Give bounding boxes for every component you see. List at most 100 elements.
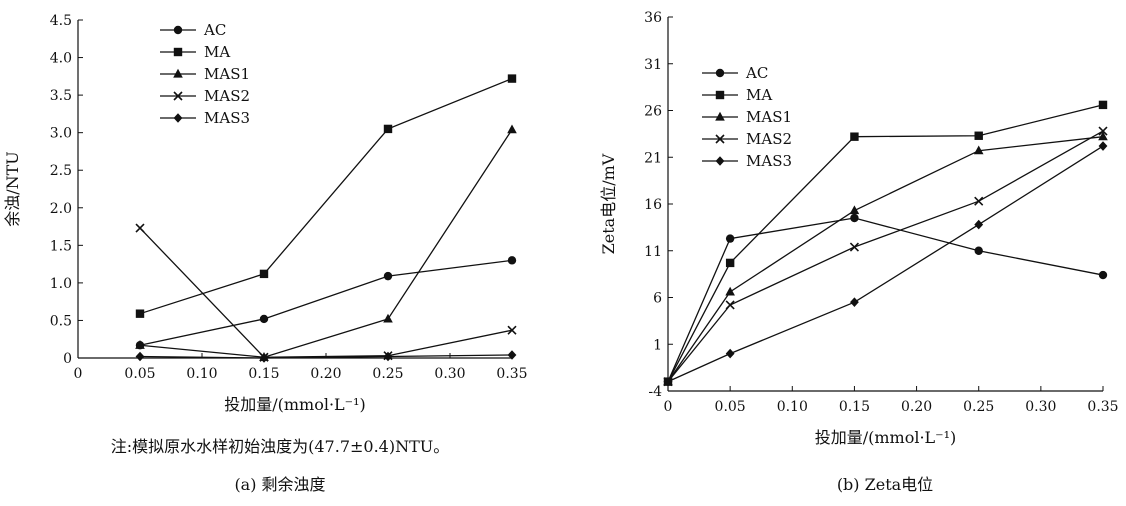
legend-marker-ma — [715, 90, 725, 100]
x-tick-label: 0.25 — [963, 399, 994, 415]
x-tick-label: 0 — [664, 399, 673, 415]
y-tick-label: 31 — [644, 57, 662, 73]
data-point-mas3 — [259, 353, 269, 363]
x-tick-label: 0.10 — [186, 366, 217, 382]
y-tick-label: 16 — [644, 197, 662, 213]
data-point-ma — [974, 131, 983, 140]
data-point-mas3 — [507, 350, 517, 360]
x-tick-label: 0.30 — [434, 366, 465, 382]
y-tick-label: 4.5 — [50, 13, 72, 29]
legend-marker-mas3 — [715, 156, 725, 166]
legend-marker-mas1 — [173, 68, 183, 78]
series-line-ac — [139, 259, 513, 346]
legend-marker-mas2 — [173, 91, 183, 101]
chart-residual-turbidity: 0 0.05 0.10 0.15 0.20 0.25 0.30 0.35 0 0.5 1.0 1.5 2… — [3, 13, 528, 494]
series-mas1 — [663, 131, 1108, 386]
y-tick-label: 3.5 — [50, 88, 72, 104]
chart-caption: (a) 剩余浊度 — [234, 475, 325, 494]
series-line-ma — [139, 77, 513, 315]
series-line-mas2 — [139, 227, 513, 358]
x-tick-label: 0.25 — [372, 366, 403, 382]
data-point-mas3 — [850, 297, 859, 307]
data-point-mas1 — [849, 205, 860, 215]
data-point-mas3 — [1098, 141, 1108, 151]
data-point-mas1 — [135, 340, 145, 349]
data-point-ma — [725, 258, 735, 268]
data-point-ma — [507, 74, 517, 83]
series-mas2 — [135, 223, 517, 362]
x-tick-label: 0.35 — [1087, 399, 1118, 415]
data-point-mas1 — [383, 313, 393, 323]
series-mas3 — [663, 141, 1108, 387]
data-point-ma — [1098, 100, 1108, 110]
legend-marker-ac — [715, 68, 725, 78]
data-point-mas2 — [725, 300, 735, 310]
data-point-mas1 — [507, 124, 517, 134]
legend-marker-ac — [173, 25, 183, 35]
x-tick-label: 0 — [74, 366, 83, 382]
y-tick-label: 1.5 — [50, 238, 72, 254]
y-tick-label: 0 — [63, 351, 72, 367]
chart-note: 注:模拟原水水样初始浊度为(47.7±0.4)NTU。 — [111, 437, 450, 456]
data-point-ma — [383, 124, 393, 134]
legend-label: MAS2 — [204, 87, 250, 105]
legend-label: MAS1 — [746, 108, 792, 126]
x-tick-label: 0.30 — [1025, 399, 1056, 415]
legend-marker-ma — [173, 47, 183, 57]
legend-label: MAS2 — [746, 130, 792, 148]
data-point-ac — [974, 246, 983, 255]
x-axis-title: 投加量/(mmol·L⁻¹) — [815, 428, 957, 447]
data-point-ac — [1098, 270, 1108, 280]
x-tick-label: 0.20 — [901, 399, 932, 415]
series-ac — [135, 256, 517, 350]
chart-caption: (b) Zeta电位 — [837, 475, 933, 494]
y-tick-label: 3.0 — [50, 126, 72, 142]
legend: AC MA MAS1 MAS2 MAS3 — [702, 64, 792, 170]
data-point-mas3 — [974, 219, 984, 230]
series-line-mas3 — [139, 354, 513, 359]
data-point-mas3 — [135, 351, 145, 362]
data-point-ac — [507, 256, 517, 265]
y-tick-label: 21 — [644, 150, 662, 166]
data-point-ac — [725, 234, 735, 243]
legend: AC MA MAS1 MAS2 MAS3 — [160, 21, 250, 127]
data-point-mas2 — [974, 196, 984, 206]
series-mas2 — [663, 126, 1108, 387]
y-tick-label: 4.0 — [50, 51, 72, 67]
legend-marker-mas3 — [173, 113, 183, 123]
data-point-mas2 — [1098, 126, 1108, 136]
legend-label: MA — [204, 43, 230, 61]
legend-label: AC — [203, 21, 226, 39]
data-point-ma — [259, 269, 269, 279]
y-tick-label: 1 — [653, 337, 662, 353]
data-point-mas1 — [725, 286, 735, 296]
x-tick-label: 0.35 — [496, 366, 527, 382]
series-ma — [135, 74, 517, 318]
y-tick-label: -4 — [648, 384, 662, 400]
data-point-ma — [850, 132, 859, 141]
data-point-ac — [259, 314, 269, 324]
x-tick-label: 0.20 — [310, 366, 341, 382]
y-tick-label: 11 — [644, 244, 662, 260]
x-tick-label: 0.05 — [715, 399, 746, 415]
y-tick-label: 0.5 — [50, 313, 72, 329]
data-point-ac — [383, 271, 393, 281]
data-point-mas2 — [849, 242, 859, 252]
y-tick-label: 6 — [653, 291, 662, 307]
data-point-mas3 — [663, 376, 673, 387]
data-point-mas3 — [383, 351, 393, 362]
series-line-ac — [667, 217, 1104, 382]
legend-marker-mas1 — [715, 111, 725, 121]
data-point-mas2 — [135, 223, 145, 233]
legend-label: MAS3 — [204, 109, 250, 127]
y-tick-label: 1.0 — [50, 276, 72, 292]
legend-label: AC — [745, 64, 768, 82]
y-tick-label: 26 — [644, 104, 662, 120]
data-point-ac — [850, 213, 859, 223]
data-point-mas2 — [507, 325, 517, 335]
data-point-ma — [135, 309, 145, 318]
data-point-mas1 — [1098, 131, 1108, 141]
x-axis-title: 投加量/(mmol·L⁻¹) — [224, 395, 366, 414]
x-tick-label: 0.05 — [124, 366, 155, 382]
